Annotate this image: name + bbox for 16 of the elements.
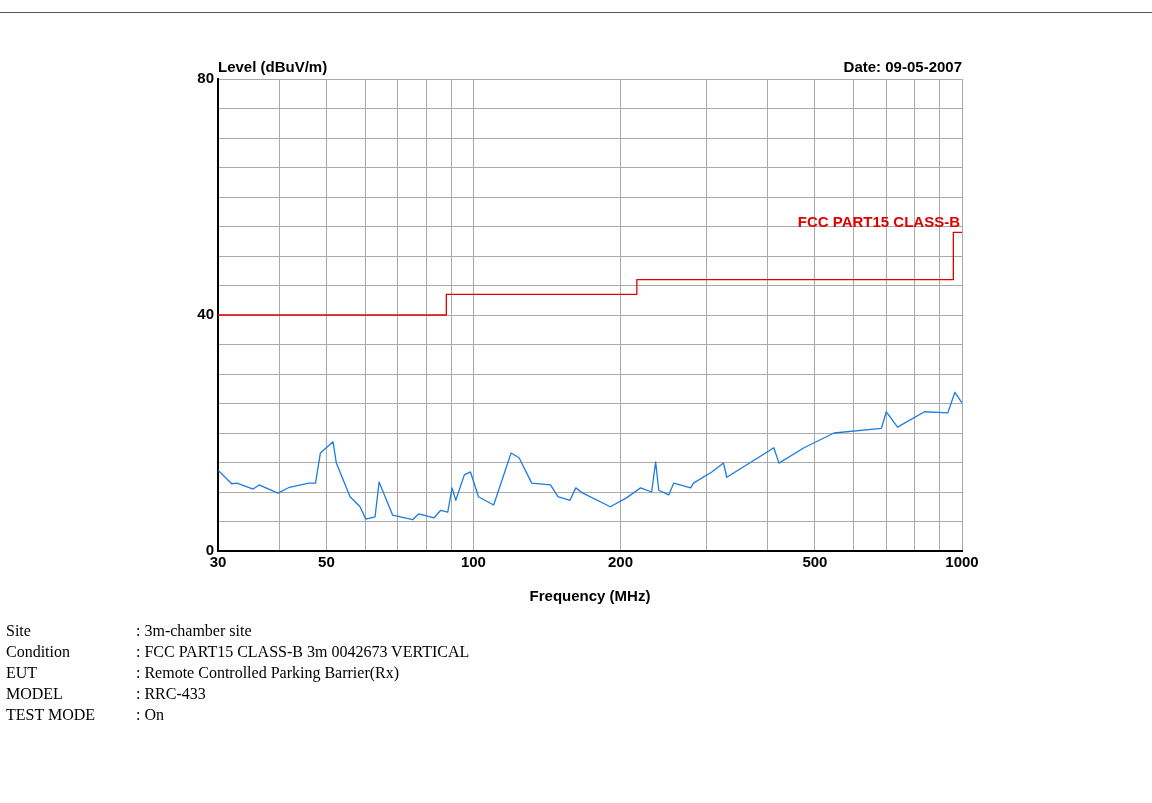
text: EUT : Remote Controlled Parking Barrier(Rx) bbox=[6, 664, 400, 681]
y-tick-label: 80 bbox=[197, 69, 214, 87]
text: Site : 3m-chamber site bbox=[6, 622, 252, 639]
series-label: FCC PART15 CLASS-B bbox=[797, 213, 961, 231]
x-tick-label: 500 bbox=[802, 553, 828, 571]
x-tick-label: 100 bbox=[460, 553, 486, 571]
y-tick-label: 40 bbox=[197, 305, 214, 323]
x-tick-label: 1000 bbox=[945, 553, 979, 571]
x-tick-label: 50 bbox=[318, 553, 335, 571]
y-axis-title: Level (dBuV/m) bbox=[218, 57, 328, 75]
text: MODEL : RRC-433 bbox=[6, 685, 206, 702]
text: Date: 09-05-2007 bbox=[843, 57, 962, 75]
text: TEST MODE : On bbox=[6, 706, 164, 723]
x-tick-label: 200 bbox=[608, 553, 634, 571]
text: Condition : FCC PART15 CLASS-B 3m 0042673 VERTICAL bbox=[6, 643, 470, 660]
x-axis-title: Frequency (MHz) bbox=[529, 587, 651, 605]
